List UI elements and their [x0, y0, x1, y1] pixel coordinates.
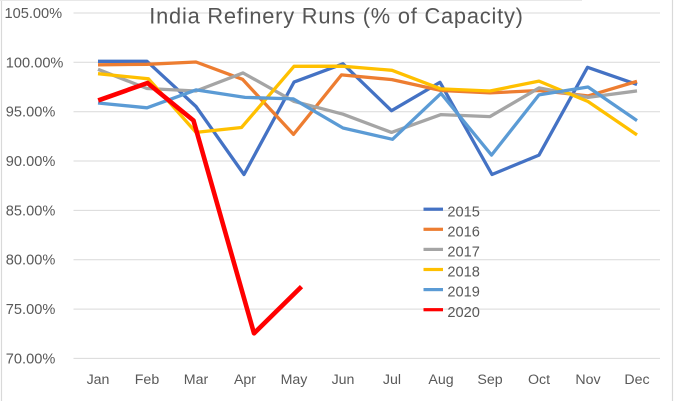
svg-text:2016: 2016	[447, 224, 479, 240]
svg-text:Dec: Dec	[624, 372, 649, 388]
svg-text:2019: 2019	[447, 285, 479, 301]
svg-text:100.00%: 100.00%	[6, 55, 64, 71]
svg-text:Jan: Jan	[87, 372, 110, 388]
svg-text:85.00%: 85.00%	[6, 203, 56, 219]
svg-text:India Refinery Runs (% of Capa: India Refinery Runs (% of Capacity)	[149, 4, 523, 29]
svg-text:Oct: Oct	[528, 372, 550, 388]
svg-text:Mar: Mar	[184, 372, 209, 388]
svg-text:95.00%: 95.00%	[6, 105, 56, 121]
svg-text:75.00%: 75.00%	[6, 302, 56, 318]
svg-text:70.00%: 70.00%	[6, 351, 56, 367]
svg-text:Jul: Jul	[383, 372, 401, 388]
svg-text:Sep: Sep	[477, 372, 502, 388]
svg-text:2017: 2017	[447, 245, 479, 261]
svg-text:Feb: Feb	[135, 372, 160, 388]
svg-text:80.00%: 80.00%	[6, 253, 56, 269]
svg-text:2020: 2020	[447, 305, 479, 321]
svg-text:105.00%: 105.00%	[5, 6, 63, 22]
svg-text:90.00%: 90.00%	[6, 154, 56, 170]
svg-text:Aug: Aug	[428, 372, 453, 388]
svg-text:May: May	[281, 372, 309, 388]
svg-text:2018: 2018	[447, 265, 479, 281]
svg-text:Jun: Jun	[332, 372, 355, 388]
svg-text:Nov: Nov	[575, 372, 601, 388]
svg-text:Apr: Apr	[234, 372, 256, 388]
svg-text:2015: 2015	[447, 204, 479, 220]
